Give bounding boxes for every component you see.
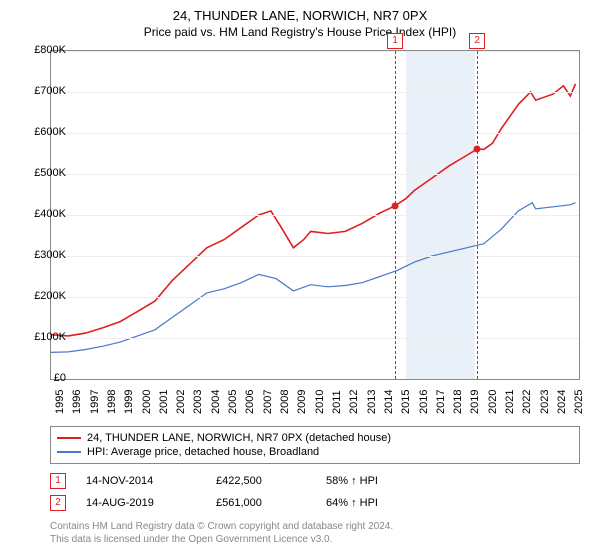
x-axis-label: 2020 — [487, 390, 499, 414]
event-date: 14-NOV-2014 — [86, 475, 196, 487]
x-axis-label: 2009 — [296, 390, 308, 414]
x-axis-label: 1999 — [123, 390, 135, 414]
y-axis-label: £300K — [34, 249, 66, 261]
event-line — [395, 51, 396, 379]
legend-label: 24, THUNDER LANE, NORWICH, NR7 0PX (deta… — [87, 432, 391, 444]
y-axis-label: £100K — [34, 331, 66, 343]
x-axis-label: 2002 — [175, 390, 187, 414]
event-row: 1 14-NOV-2014 £422,500 58% ↑ HPI — [50, 470, 580, 492]
events-table: 1 14-NOV-2014 £422,500 58% ↑ HPI 2 14-AUG-201… — [50, 470, 580, 514]
x-axis-label: 2007 — [262, 390, 274, 414]
event-dot — [391, 202, 398, 209]
chart-subtitle: Price paid vs. HM Land Registry's House … — [0, 23, 600, 45]
y-axis-label: £700K — [34, 85, 66, 97]
x-axis-label: 2005 — [227, 390, 239, 414]
event-line — [477, 51, 478, 379]
x-axis-label: 2013 — [366, 390, 378, 414]
x-axis-label: 2008 — [279, 390, 291, 414]
x-axis-label: 2012 — [348, 390, 360, 414]
x-axis-label: 2024 — [556, 390, 568, 414]
event-marker-box: 1 — [387, 33, 403, 49]
x-axis-label: 2014 — [383, 390, 395, 414]
chart-title: 24, THUNDER LANE, NORWICH, NR7 0PX — [0, 0, 600, 23]
event-row: 2 14-AUG-2019 £561,000 64% ↑ HPI — [50, 492, 580, 514]
event-pct: 58% ↑ HPI — [326, 475, 416, 487]
x-axis-label: 2021 — [504, 390, 516, 414]
x-axis-label: 2018 — [452, 390, 464, 414]
x-axis-label: 2006 — [244, 390, 256, 414]
x-axis-label: 2003 — [192, 390, 204, 414]
x-axis-label: 2011 — [331, 390, 343, 414]
legend-swatch — [57, 437, 81, 439]
event-row-marker: 2 — [50, 495, 66, 511]
x-axis-label: 2022 — [521, 390, 533, 414]
x-axis-label: 1998 — [106, 390, 118, 414]
x-axis-label: 2017 — [435, 390, 447, 414]
x-axis-label: 2019 — [469, 390, 481, 414]
y-axis-label: £200K — [34, 290, 66, 302]
footer-line1: Contains HM Land Registry data © Crown c… — [50, 520, 580, 533]
series-line — [51, 203, 576, 353]
y-axis-label: £400K — [34, 208, 66, 220]
x-axis-label: 2010 — [314, 390, 326, 414]
event-row-marker: 1 — [50, 473, 66, 489]
legend-item: HPI: Average price, detached house, Broa… — [57, 445, 573, 459]
footer-line2: This data is licensed under the Open Gov… — [50, 533, 580, 546]
legend-box: 24, THUNDER LANE, NORWICH, NR7 0PX (deta… — [50, 426, 580, 464]
event-price: £561,000 — [216, 497, 306, 509]
event-pct: 64% ↑ HPI — [326, 497, 416, 509]
plot-area: 12 — [50, 50, 580, 380]
series-line — [51, 84, 576, 336]
x-axis-label: 2015 — [400, 390, 412, 414]
event-price: £422,500 — [216, 475, 306, 487]
legend-swatch — [57, 451, 81, 453]
x-axis-label: 1995 — [54, 390, 66, 414]
event-date: 14-AUG-2019 — [86, 497, 196, 509]
legend-label: HPI: Average price, detached house, Broa… — [87, 446, 319, 458]
legend-item: 24, THUNDER LANE, NORWICH, NR7 0PX (deta… — [57, 431, 573, 445]
x-axis-label: 2016 — [418, 390, 430, 414]
x-axis-label: 2001 — [158, 390, 170, 414]
x-axis-label: 1997 — [89, 390, 101, 414]
x-axis-label: 2023 — [539, 390, 551, 414]
x-axis-label: 1996 — [71, 390, 83, 414]
x-axis-label: 2000 — [141, 390, 153, 414]
footer-attribution: Contains HM Land Registry data © Crown c… — [50, 520, 580, 546]
event-marker-box: 2 — [469, 33, 485, 49]
event-dot — [474, 145, 481, 152]
chart-container: 24, THUNDER LANE, NORWICH, NR7 0PX Price… — [0, 0, 600, 560]
y-axis-label: £600K — [34, 126, 66, 138]
x-axis-label: 2025 — [573, 390, 585, 414]
y-axis-label: £800K — [34, 44, 66, 56]
y-axis-label: £0 — [54, 372, 66, 384]
y-axis-label: £500K — [34, 167, 66, 179]
x-axis-label: 2004 — [210, 390, 222, 414]
